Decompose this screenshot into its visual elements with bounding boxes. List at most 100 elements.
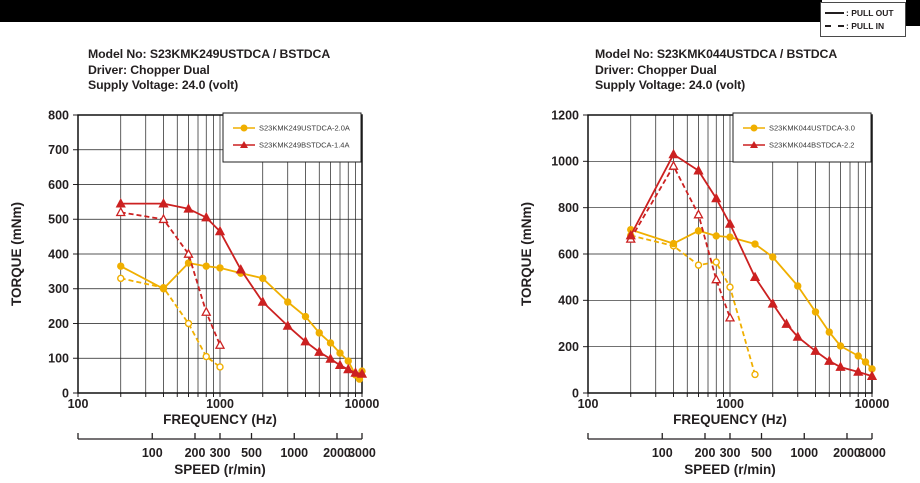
svg-text:3000: 3000 bbox=[348, 446, 376, 460]
data-point-S23KMK044BSTDCA-2.2-pull-out bbox=[625, 229, 636, 240]
data-point-S23KMK044USTDCA-3.0-pull-out bbox=[694, 227, 703, 235]
svg-text:S23KMK044BSTDCA-2.2: S23KMK044BSTDCA-2.2 bbox=[769, 141, 854, 150]
data-point-S23KMK249BSTDCA-1.4A-pull-out bbox=[214, 225, 226, 236]
speed-axis-title: SPEED (r/min) bbox=[684, 462, 776, 477]
svg-text:300: 300 bbox=[48, 282, 69, 296]
x-axis-title: FREQUENCY (Hz) bbox=[163, 412, 277, 427]
data-point-S23KMK044BSTDCA-2.2-pull-out bbox=[749, 271, 761, 282]
series-S23KMK044BSTDCA-2.2-pull-in bbox=[625, 160, 736, 322]
data-point-S23KMK249BSTDCA-1.4A-pull-in bbox=[158, 213, 169, 224]
series-S23KMK249USTDCA-2.0A-pull-out bbox=[117, 259, 366, 383]
svg-text:1000: 1000 bbox=[716, 397, 744, 411]
svg-text:800: 800 bbox=[48, 108, 69, 122]
dashed-line-sample bbox=[825, 25, 844, 27]
svg-text:S23KMK249USTDCA-2.0A: S23KMK249USTDCA-2.0A bbox=[259, 124, 350, 133]
svg-text:200: 200 bbox=[185, 446, 206, 460]
data-point-S23KMK044BSTDCA-2.2-pull-in bbox=[668, 160, 679, 170]
svg-text:400: 400 bbox=[48, 247, 69, 261]
data-point-S23KMK249USTDCA-2.0A-pull-out bbox=[202, 262, 210, 270]
svg-text:100: 100 bbox=[578, 397, 599, 411]
chart-title-right: Model No: S23KMK044USTDCA / BSTDCA Drive… bbox=[595, 47, 837, 94]
model-no-line: Model No: S23KMK249USTDCA / BSTDCA bbox=[88, 47, 331, 61]
svg-text:0: 0 bbox=[62, 386, 69, 400]
data-point-S23KMK249BSTDCA-1.4A-pull-out bbox=[235, 264, 246, 274]
data-point-S23KMK249BSTDCA-1.4A-pull-out bbox=[115, 198, 126, 208]
svg-text:S23KMK044USTDCA-3.0: S23KMK044USTDCA-3.0 bbox=[769, 124, 855, 133]
data-point-S23KMK044USTDCA-3.0-pull-in bbox=[726, 283, 734, 291]
series-S23KMK044USTDCA-3.0-pull-out bbox=[627, 225, 876, 373]
data-point-S23KMK044BSTDCA-2.2-pull-out bbox=[767, 298, 778, 308]
plot-frame bbox=[77, 114, 363, 394]
series-S23KMK249BSTDCA-1.4A-pull-in bbox=[115, 206, 226, 349]
svg-text:2000: 2000 bbox=[323, 446, 351, 460]
speed-axis-title: SPEED (r/min) bbox=[174, 462, 266, 477]
series-S23KMK249BSTDCA-1.4A-pull-out bbox=[115, 198, 368, 378]
data-point-S23KMK044BSTDCA-2.2-pull-out bbox=[866, 370, 878, 380]
pull-in-label: : PULL IN bbox=[846, 21, 885, 31]
data-point-S23KMK249USTDCA-2.0A-pull-out bbox=[301, 312, 310, 321]
data-point-S23KMK044USTDCA-3.0-pull-out bbox=[669, 239, 678, 248]
data-point-S23KMK044USTDCA-3.0-pull-in bbox=[712, 258, 720, 266]
data-point-S23KMK044BSTDCA-2.2-pull-out bbox=[668, 148, 679, 159]
data-point-S23KMK249USTDCA-2.0A-pull-out bbox=[315, 329, 323, 337]
x-axis-title: FREQUENCY (Hz) bbox=[673, 412, 787, 427]
data-point-S23KMK044BSTDCA-2.2-pull-in bbox=[693, 209, 704, 219]
data-point-S23KMK249USTDCA-2.0A-pull-out bbox=[159, 285, 168, 293]
data-point-S23KMK249BSTDCA-1.4A-pull-in bbox=[201, 306, 212, 316]
svg-text:700: 700 bbox=[48, 143, 69, 157]
data-point-S23KMK249BSTDCA-1.4A-pull-out bbox=[158, 198, 169, 208]
svg-text:200: 200 bbox=[558, 340, 579, 354]
supply-voltage-line: Supply Voltage: 24.0 (volt) bbox=[595, 78, 746, 92]
svg-text:10000: 10000 bbox=[855, 397, 890, 411]
pull-out-legend-row: : PULL OUT bbox=[825, 8, 901, 18]
svg-text:10000: 10000 bbox=[345, 397, 380, 411]
svg-text:300: 300 bbox=[720, 446, 741, 460]
series-legend: S23KMK249USTDCA-2.0A S23KMK249BSTDCA-1.4A bbox=[222, 112, 362, 163]
data-point-S23KMK249USTDCA-2.0A-pull-out bbox=[184, 259, 193, 267]
svg-text:500: 500 bbox=[751, 446, 772, 460]
svg-text:2000: 2000 bbox=[833, 446, 861, 460]
data-point-S23KMK249USTDCA-2.0A-pull-out bbox=[344, 357, 352, 365]
svg-text:0: 0 bbox=[572, 386, 579, 400]
data-point-S23KMK249BSTDCA-1.4A-pull-out bbox=[183, 203, 194, 213]
data-point-S23KMK249BSTDCA-1.4A-pull-out bbox=[343, 363, 354, 374]
line-style-legend: : PULL OUT : PULL IN bbox=[820, 2, 906, 37]
axis-ticks bbox=[73, 114, 363, 397]
data-point-S23KMK249BSTDCA-1.4A-pull-out bbox=[314, 346, 325, 356]
top-black-bar bbox=[0, 0, 822, 22]
svg-text:S23KMK249BSTDCA-1.4A: S23KMK249BSTDCA-1.4A bbox=[259, 141, 349, 150]
y-axis-title: TORQUE (mNm) bbox=[519, 202, 534, 306]
data-point-S23KMK044USTDCA-3.0-pull-out bbox=[836, 342, 845, 350]
pull-in-legend-row: : PULL IN bbox=[825, 21, 901, 31]
x-axis-tick-labels: 100 1000 10000 bbox=[578, 397, 890, 411]
data-point-S23KMK249BSTDCA-1.4A-pull-out bbox=[300, 336, 311, 346]
data-point-S23KMK249USTDCA-2.0A-pull-in bbox=[184, 319, 193, 328]
driver-line: Driver: Chopper Dual bbox=[88, 62, 210, 77]
supply-voltage-line: Supply Voltage: 24.0 (volt) bbox=[88, 78, 239, 92]
svg-text:300: 300 bbox=[210, 446, 231, 460]
svg-text:200: 200 bbox=[48, 317, 69, 331]
data-point-S23KMK249BSTDCA-1.4A-pull-in bbox=[183, 248, 194, 258]
data-point-S23KMK044USTDCA-3.0-pull-out bbox=[825, 328, 833, 336]
data-point-S23KMK044USTDCA-3.0-pull-out bbox=[811, 308, 820, 316]
data-point-S23KMK249BSTDCA-1.4A-pull-in bbox=[214, 339, 226, 349]
svg-text:600: 600 bbox=[48, 178, 69, 192]
svg-text:100: 100 bbox=[652, 446, 673, 460]
series-S23KMK044BSTDCA-2.2-pull-out bbox=[625, 148, 878, 380]
data-point-S23KMK249USTDCA-2.0A-pull-in bbox=[202, 352, 210, 361]
data-point-S23KMK249USTDCA-2.0A-pull-out bbox=[117, 262, 125, 270]
driver-line: Driver: Chopper Dual bbox=[595, 62, 717, 77]
data-point-S23KMK044BSTDCA-2.2-pull-out bbox=[824, 355, 835, 365]
svg-text:500: 500 bbox=[241, 446, 262, 460]
data-point-S23KMK044BSTDCA-2.2-pull-in bbox=[711, 273, 722, 284]
data-point-S23KMK044BSTDCA-2.2-pull-out bbox=[711, 192, 722, 203]
svg-text:100: 100 bbox=[48, 352, 69, 366]
data-point-S23KMK249USTDCA-2.0A-pull-out bbox=[216, 264, 224, 272]
data-point-S23KMK044BSTDCA-2.2-pull-out bbox=[693, 165, 704, 175]
svg-text:200: 200 bbox=[695, 446, 716, 460]
data-point-S23KMK249BSTDCA-1.4A-pull-out bbox=[356, 368, 368, 378]
svg-text:600: 600 bbox=[558, 247, 579, 261]
y-axis-tick-labels: 0 200 400 600 800 1000 1200 bbox=[551, 108, 579, 400]
svg-text:800: 800 bbox=[558, 201, 579, 215]
